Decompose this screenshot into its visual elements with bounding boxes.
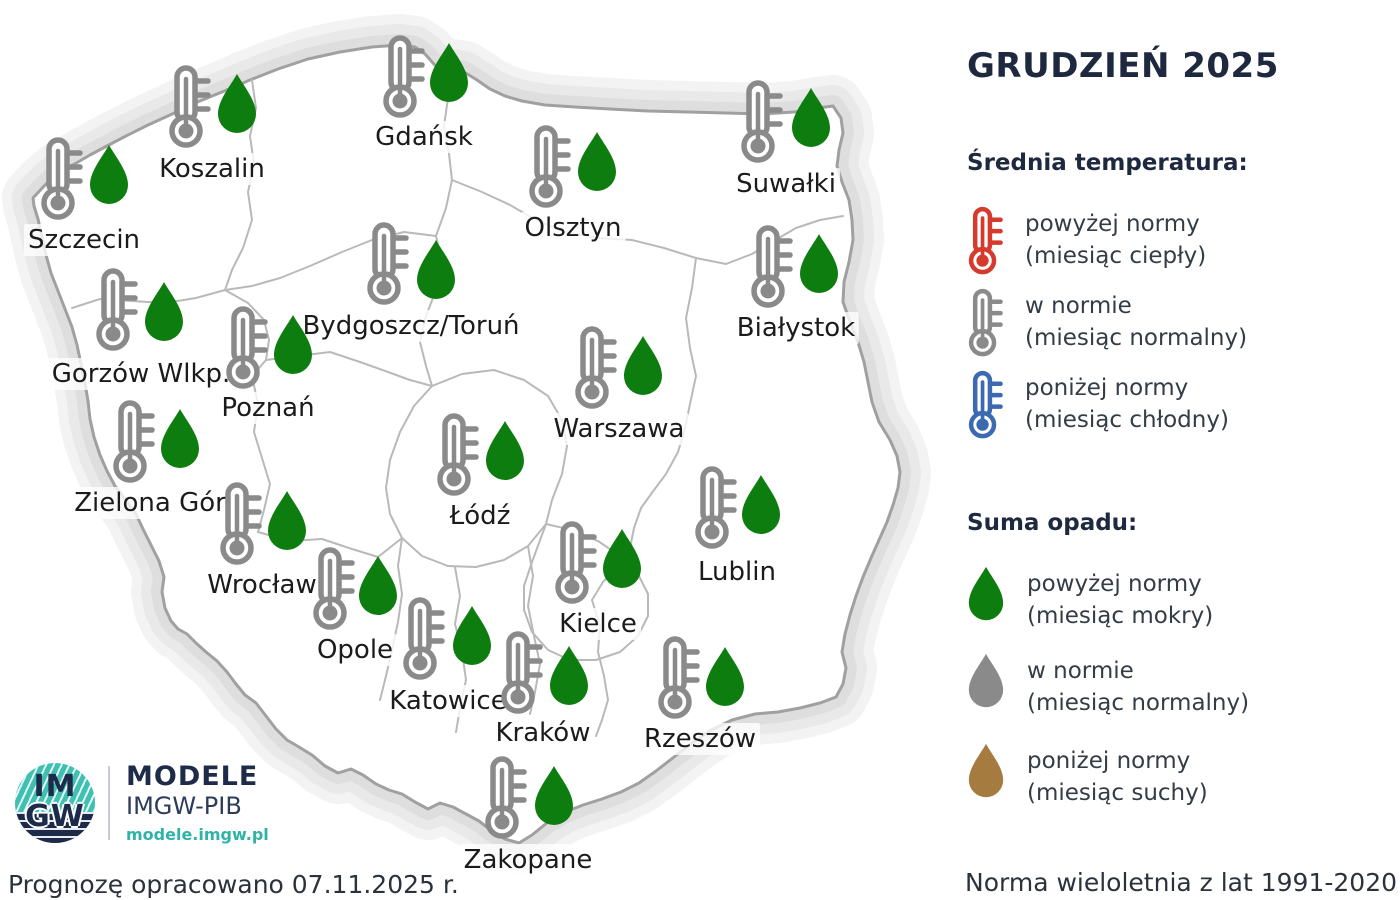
precipitation-legend-heading: Suma opadu: (967, 510, 1138, 536)
legend-row-precipitation-above: powyżej normy (miesiąc mokry) (967, 566, 1213, 632)
thermometer-red-icon (967, 206, 1003, 280)
imgw-logo-gw-text: GW (25, 799, 85, 834)
imgw-logo-im-text: IM (33, 769, 77, 804)
imgw-logo-teal-half (15, 763, 95, 812)
page-title: GRUDZIEŃ 2025 (967, 46, 1279, 86)
legend-row-temperature-below: poniżej normy (miesiąc chłodny) (967, 370, 1229, 444)
logo-url: modele.imgw.pl (126, 825, 269, 844)
legend-label-temperature-above: powyżej normy (miesiąc ciepły) (1025, 211, 1207, 269)
logo-modele-label: MODELE (126, 761, 259, 792)
legend-label-temperature-below: poniżej normy (miesiąc chłodny) (1025, 375, 1229, 433)
temperature-legend-heading: Średnia temperatura: (967, 150, 1248, 176)
forecast-date-note: Prognozę opracowano 07.11.2025 r. (8, 870, 459, 899)
legend-row-precipitation-normal: w normie (miesiąc normalny) (967, 653, 1249, 719)
legend-label-precipitation-normal: w normie (miesiąc normalny) (1027, 658, 1250, 716)
thermometer-gray-icon (967, 288, 1003, 362)
legend-label-precipitation-above: powyżej normy (miesiąc mokry) (1027, 571, 1214, 629)
legend-label-temperature-normal: w normie (miesiąc normalny) (1025, 293, 1248, 351)
logo-text-block: MODELE IMGW-PIB modele.imgw.pl (126, 762, 269, 846)
logo-imgw-pib-label: IMGW-PIB (126, 792, 242, 820)
drop-gray-icon (967, 653, 1005, 713)
imgw-logo: IM GW (15, 763, 95, 843)
legend-label-precipitation-below: poniżej normy (miesiąc suchy) (1027, 748, 1208, 806)
legend-row-temperature-above: powyżej normy (miesiąc ciepły) (967, 206, 1206, 280)
drop-brown-icon (967, 743, 1005, 803)
thermometer-blue-icon (967, 370, 1003, 444)
logo-divider (108, 766, 110, 840)
imgw-logo-navy-half (15, 812, 95, 843)
drop-green-icon (967, 566, 1005, 626)
legend-row-precipitation-below: poniżej normy (miesiąc suchy) (967, 743, 1208, 809)
norm-period-note: Norma wieloletnia z lat 1991-2020 (965, 868, 1398, 897)
legend-row-temperature-normal: w normie (miesiąc normalny) (967, 288, 1247, 362)
